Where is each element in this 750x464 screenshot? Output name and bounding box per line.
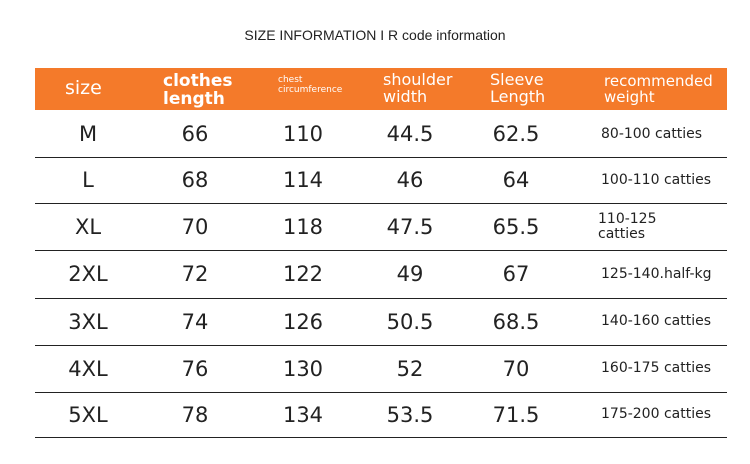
table-cell: 67 — [502, 262, 530, 287]
table-cell: 74 — [181, 309, 209, 334]
table-cell: 130 — [282, 356, 324, 381]
table-cell: 140-160 catties — [601, 313, 711, 330]
table-cell: 110 — [282, 122, 324, 147]
table-cell: 64 — [502, 168, 530, 193]
header-cell: shoulder width — [383, 70, 453, 106]
header-cell: chest circumference — [278, 75, 343, 96]
table-cell: M — [78, 122, 98, 147]
table-cell: 46 — [396, 168, 424, 193]
header-text: Sleeve — [490, 70, 544, 89]
header-text: weight — [604, 87, 655, 106]
header-text: circumference — [278, 84, 343, 95]
header-text: recommended — [604, 72, 713, 90]
table-cell: 5XL — [68, 402, 108, 427]
table-cell: 70 — [502, 356, 530, 381]
header-text: length — [163, 88, 225, 109]
header-row: size clothes length chest circumference shoul… — [35, 68, 727, 110]
header-text: Length — [490, 86, 546, 106]
table-row: 5XL 78 134 53.5 71.5 175-200 catties — [35, 393, 727, 438]
table-cell: 65.5 — [492, 214, 540, 239]
table-row: 2XL 72 122 49 67 125-140.half-kg — [35, 251, 727, 299]
table-cell: 125-140.half-kg — [601, 265, 712, 282]
header-text: width — [383, 86, 428, 106]
table-cell: 49 — [396, 262, 424, 287]
header-cell: clothes length — [163, 71, 233, 109]
table-cell: 80-100 catties — [601, 125, 703, 142]
table-cell: 70 — [181, 214, 209, 239]
table-cell: 114 — [282, 168, 324, 193]
table-cell: 175-200 catties — [601, 406, 711, 423]
table-cell: 2XL — [68, 262, 108, 287]
table-cell: 66 — [181, 122, 209, 147]
header-text: chest — [278, 75, 303, 85]
table-cell: 118 — [282, 214, 324, 239]
table-row: M 66 110 44.5 62.5 80-100 catties — [35, 112, 727, 158]
table-cell: 50.5 — [386, 309, 434, 334]
table-cell: 52 — [396, 356, 424, 381]
table-row: 3XL 74 126 50.5 68.5 140-160 catties — [35, 299, 727, 346]
header-cell: recommended weight — [604, 72, 713, 106]
table-cell: 110-125 catties — [598, 211, 657, 242]
header-text: shoulder — [383, 70, 453, 89]
table-cell: 134 — [282, 402, 324, 427]
table-cell: 44.5 — [386, 122, 434, 147]
table-cell: 62.5 — [492, 122, 540, 147]
table-cell: 78 — [181, 402, 209, 427]
table-row: 4XL 76 130 52 70 160-175 catties — [35, 346, 727, 393]
table-cell: 47.5 — [386, 214, 434, 239]
table-cell: 126 — [282, 309, 324, 334]
header-text: clothes — [163, 71, 233, 91]
table-cell: 76 — [181, 356, 209, 381]
header-text: size — [65, 77, 102, 99]
table-cell: L — [82, 168, 94, 193]
header-cell: size — [65, 77, 102, 99]
table-cell: XL — [74, 214, 102, 239]
table-cell: 71.5 — [492, 402, 540, 427]
table-cell: 53.5 — [386, 402, 434, 427]
table-cell: 160-175 catties — [601, 360, 711, 377]
header-cell: Sleeve Length — [490, 70, 546, 106]
title: SIZE INFORMATION I R code information — [244, 27, 506, 43]
table-cell: 100-110 catties — [601, 171, 711, 188]
table-cell: 4XL — [68, 356, 108, 381]
table-cell: 3XL — [68, 309, 108, 334]
table-row: XL 70 118 47.5 65.5 110-125 catties — [35, 204, 727, 251]
table-cell: 68.5 — [492, 309, 540, 334]
table-cell: 122 — [282, 262, 324, 287]
table-cell: 72 — [181, 262, 209, 287]
table-row: L 68 114 46 64 100-110 catties — [35, 158, 727, 204]
table-cell: 68 — [181, 168, 209, 193]
